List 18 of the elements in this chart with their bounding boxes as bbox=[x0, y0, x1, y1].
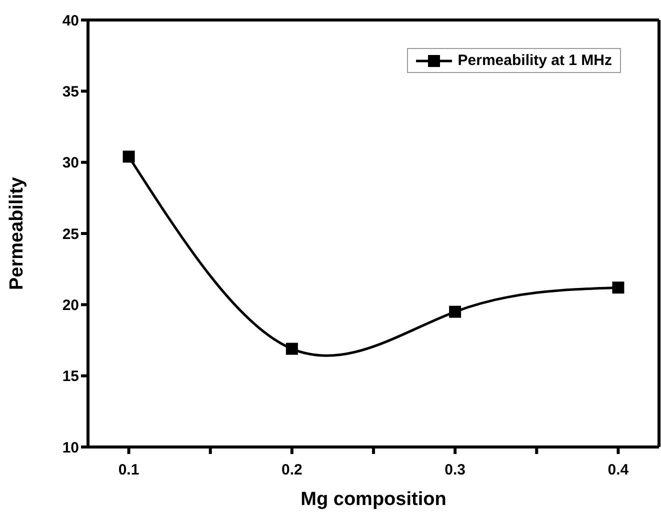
y-axis-title: Permeability bbox=[6, 176, 28, 290]
x-tick-label: 0.3 bbox=[444, 462, 466, 479]
point bbox=[122, 150, 135, 163]
x-axis-title: Mg composition bbox=[300, 489, 446, 510]
y-tick-label: 40 bbox=[62, 12, 79, 30]
y-tick-label: 20 bbox=[62, 296, 79, 314]
y-tick-label: 30 bbox=[62, 154, 79, 172]
y-tick-label: 35 bbox=[62, 83, 79, 100]
legend-label: Permeability at 1 MHz bbox=[458, 52, 612, 69]
x-tick-label: 0.4 bbox=[608, 462, 630, 479]
y-tick-label: 15 bbox=[62, 368, 79, 386]
y-tick-label: 25 bbox=[62, 226, 79, 243]
x-tick-label: 0.1 bbox=[118, 462, 140, 479]
point bbox=[286, 342, 298, 355]
y-tick-label: 10 bbox=[62, 439, 79, 456]
point bbox=[612, 282, 624, 294]
point bbox=[449, 306, 462, 318]
x-tick-label: 0.2 bbox=[282, 462, 302, 479]
